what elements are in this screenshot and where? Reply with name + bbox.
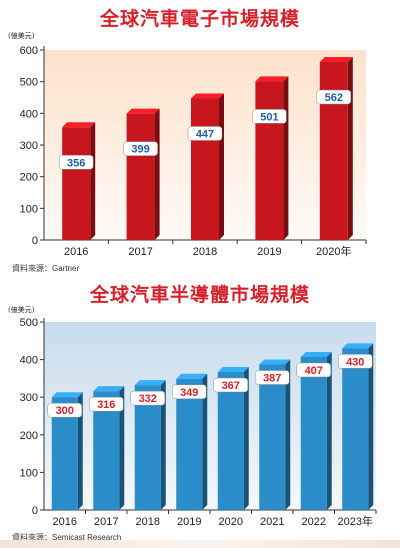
bar-top <box>62 122 96 128</box>
bar <box>259 364 286 510</box>
y-tick-label: 200 <box>20 172 38 184</box>
bar-top <box>93 386 125 392</box>
x-tick-label: 2020年 <box>316 244 351 258</box>
bar <box>62 127 91 240</box>
value-label: 501 <box>260 111 278 123</box>
bar-side <box>119 386 125 510</box>
y-tick-label: 0 <box>32 505 38 517</box>
y-axis-unit-label: (億美元) <box>8 305 35 314</box>
bar-side <box>77 392 83 510</box>
bar-side <box>368 343 374 510</box>
x-tick-label: 2017 <box>94 516 118 528</box>
bar-top <box>134 380 166 386</box>
chart-2-title: 全球汽車半導體市場規模 <box>89 284 310 306</box>
value-label-box <box>123 141 158 156</box>
value-label-box <box>252 109 287 124</box>
y-tick-label: 600 <box>20 45 38 57</box>
bar <box>255 81 284 240</box>
x-tick-label: 2021 <box>260 516 284 528</box>
y-tick-label: 100 <box>20 467 38 479</box>
bar-top <box>300 351 332 357</box>
value-label-box <box>187 126 223 141</box>
y-tick-label: 500 <box>20 77 38 89</box>
value-label-box <box>213 377 248 393</box>
bar-top <box>126 108 160 114</box>
chart-1-source: 資料來源：Gartner <box>12 264 80 273</box>
y-tick-label: 200 <box>20 430 38 442</box>
bar <box>319 62 348 241</box>
bar-side <box>202 373 208 510</box>
x-tick-label: 2016 <box>53 516 77 528</box>
bar-side <box>283 76 289 240</box>
value-label-box <box>130 390 165 406</box>
bar-top <box>51 392 83 398</box>
chart-1-title: 全球汽車電子市場規模 <box>99 8 300 30</box>
bar <box>191 98 219 240</box>
y-tick-label: 400 <box>20 108 38 120</box>
value-label-box <box>316 89 352 105</box>
bar-top <box>255 76 289 82</box>
bar <box>134 385 161 510</box>
x-tick-label: 2020 <box>219 516 243 528</box>
bar-side <box>160 380 166 510</box>
x-tick-label: 2019 <box>257 246 281 258</box>
value-label: 399 <box>131 144 149 156</box>
bar-top <box>319 57 353 63</box>
value-label-box <box>296 362 331 378</box>
chart-1-electronics-market: (億美元) 0 100 200 300 400 500 600 356 2016 399 2017 44… <box>8 31 367 258</box>
bar-top <box>259 359 291 365</box>
y-tick-label: 400 <box>20 355 38 367</box>
bar-side <box>347 57 353 241</box>
bar-top <box>342 343 374 349</box>
x-tick-label: 2017 <box>128 246 152 258</box>
chart-2-source: 資料來源：Semicast Research <box>12 533 122 542</box>
value-label: 300 <box>56 405 74 417</box>
bar-side <box>326 351 332 510</box>
x-tick-label: 2016 <box>64 246 88 258</box>
bar-side <box>243 367 249 510</box>
x-tick-label: 2018 <box>136 516 160 528</box>
value-label-box <box>172 384 207 400</box>
y-tick-label: 500 <box>20 317 38 329</box>
chart-2-semiconductor-market: (億美元) 0 100 200 300 400 500 300 2016 316 2017 332 20… <box>8 305 377 528</box>
bar-side <box>285 359 291 510</box>
bar <box>217 372 244 510</box>
value-label: 349 <box>180 387 198 399</box>
value-label-box <box>89 396 124 412</box>
value-label: 447 <box>196 128 214 140</box>
x-tick-label: 2022 <box>302 516 326 528</box>
bar <box>126 113 155 240</box>
bar-side <box>219 93 224 240</box>
bar-side <box>154 108 160 241</box>
value-label: 367 <box>222 380 240 392</box>
y-tick-label: 0 <box>32 235 38 247</box>
bar <box>342 348 369 510</box>
value-label: 387 <box>263 372 281 384</box>
bar-top <box>191 93 224 99</box>
bar-side <box>90 122 96 240</box>
value-label: 562 <box>325 92 343 104</box>
bar <box>300 356 327 510</box>
value-label-box <box>255 370 290 385</box>
y-tick-label: 100 <box>20 203 38 215</box>
x-tick-label: 2019 <box>177 516 201 528</box>
value-label-box <box>338 354 373 369</box>
bar-top <box>176 373 208 379</box>
value-label: 356 <box>67 157 85 169</box>
x-tick-label: 2023年 <box>338 514 373 528</box>
value-label: 430 <box>346 356 364 368</box>
value-label: 407 <box>305 365 323 377</box>
bottom-decorative-strip <box>0 540 400 548</box>
y-tick-label: 300 <box>20 140 38 152</box>
bar <box>176 378 203 510</box>
value-label-box <box>47 402 82 418</box>
x-tick-label: 2018 <box>193 246 217 258</box>
value-label-box <box>58 155 94 170</box>
y-tick-label: 300 <box>20 392 38 404</box>
value-label: 332 <box>139 393 157 405</box>
bar-top <box>217 367 249 373</box>
y-axis-unit-label: (億美元) <box>8 31 35 40</box>
value-label: 316 <box>97 399 115 411</box>
